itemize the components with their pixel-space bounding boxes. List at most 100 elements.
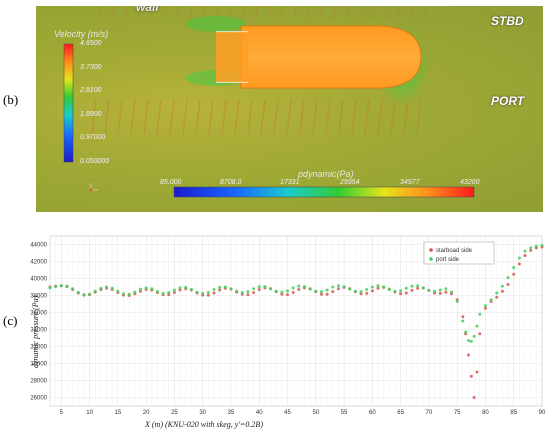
starboard-point (416, 286, 420, 290)
port-point (483, 304, 487, 308)
wake-line (318, 6, 324, 21)
wake-line (416, 99, 422, 135)
wake-line (260, 99, 266, 135)
pressure-tick-label: 25954 (340, 179, 360, 186)
port-point (133, 290, 137, 294)
wake-line (409, 6, 415, 21)
starboard-point (336, 287, 340, 291)
starboard-point (483, 306, 487, 310)
velocity-tick-label: 1.8900 (80, 110, 102, 118)
x-tick-label: 20 (143, 410, 150, 416)
port-point (464, 330, 468, 334)
port-point (302, 285, 306, 289)
port-point (206, 291, 210, 295)
port-point (127, 292, 131, 296)
wake-line (123, 6, 129, 21)
port-label: PORT (491, 94, 525, 108)
port-point (416, 284, 420, 288)
y-tick-label: 26000 (30, 396, 47, 402)
port-point (71, 287, 75, 291)
wake-line (370, 6, 376, 21)
wake-line (403, 99, 409, 135)
stbd-label: STBD (491, 14, 524, 28)
axes-triad-icon (89, 183, 98, 192)
y-tick-label: 34000 (30, 328, 47, 334)
wake-line (214, 6, 220, 21)
wake-line (247, 99, 253, 135)
port-point (478, 312, 482, 316)
starboard-point (517, 262, 521, 266)
y-tick-label: 44000 (30, 243, 47, 249)
y-tick-label: 42000 (30, 260, 47, 266)
port-point (444, 287, 448, 291)
starboard-point (438, 291, 442, 295)
port-point (433, 289, 437, 293)
starboard-point (359, 292, 363, 296)
x-tick-label: 10 (86, 410, 93, 416)
wake-line (312, 99, 318, 135)
legend-box (423, 241, 495, 265)
port-point (523, 249, 527, 253)
dynamic-pressure-chart: 26000 28000 30000 32000 34000 36000 38000 40000… (30, 235, 546, 429)
wake-line (422, 6, 428, 21)
starboard-point (478, 332, 482, 336)
chart-points (48, 243, 544, 399)
x-tick-label: 40 (256, 410, 263, 416)
port-point (122, 292, 126, 296)
starboard-point (365, 291, 369, 295)
velocity-tick-label: 0.97000 (80, 134, 106, 142)
wake-line (208, 99, 214, 135)
wake-line (357, 6, 363, 21)
port-point (184, 285, 188, 289)
wall-label: wall (136, 6, 159, 14)
port-point (54, 285, 58, 289)
port-point (269, 287, 273, 291)
wake-line (221, 99, 227, 135)
starboard-point (331, 290, 335, 294)
port-point (469, 339, 473, 343)
port-point (325, 288, 329, 292)
wake-line (201, 6, 207, 21)
flow-field-svg (63, 6, 475, 198)
starboard-point (500, 289, 504, 293)
port-point (263, 285, 267, 289)
wake-line (286, 99, 292, 135)
wake-line (117, 99, 123, 135)
wake-line (344, 6, 350, 21)
legend-marker (429, 257, 433, 261)
pressure-tick-label: 34577 (400, 179, 420, 186)
port-point (529, 246, 533, 250)
port-point (65, 284, 69, 288)
port-point (252, 287, 256, 291)
port-point (472, 334, 476, 338)
legend-entry: starboad side (436, 248, 473, 254)
port-point (257, 285, 261, 289)
port-point (223, 285, 227, 289)
stern-pressure-zone-top (186, 16, 246, 32)
starboard-point (399, 292, 403, 296)
port-point (144, 286, 148, 290)
port-point (229, 287, 233, 291)
port-point (540, 243, 544, 247)
wake-line (390, 99, 396, 135)
port-point (342, 285, 346, 289)
port-point (110, 286, 114, 290)
wake-line (110, 6, 116, 21)
y-tick-labels: 26000 28000 30000 32000 34000 36000 38000 40000… (30, 243, 47, 402)
port-point (161, 291, 165, 295)
starboard-point (297, 288, 301, 292)
pressure-tick-label: 43200 (460, 179, 480, 186)
port-point (461, 319, 465, 323)
x-tick-label: 55 (341, 410, 348, 416)
wake-line (143, 99, 149, 135)
port-point (138, 287, 142, 291)
port-point (370, 285, 374, 289)
port-point (427, 288, 431, 292)
legend-entry: port side (436, 257, 460, 263)
wake-line (331, 6, 337, 21)
starboard-point (410, 288, 414, 292)
plot-area (49, 235, 543, 407)
port-point (189, 288, 193, 292)
starboard-point (291, 291, 295, 295)
wake-line (156, 99, 162, 135)
